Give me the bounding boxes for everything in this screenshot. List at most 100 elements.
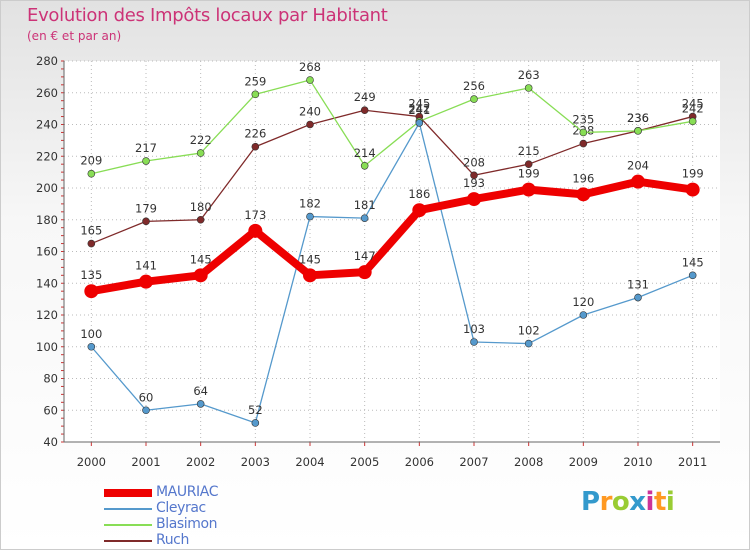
x-tick-label: 2003	[241, 455, 270, 469]
data-point-cleyrac	[196, 400, 205, 408]
x-tick-label: 2002	[186, 455, 215, 469]
data-point-ruch	[579, 139, 588, 148]
logo-letter: r	[599, 487, 613, 517]
proxiti-logo: Proxiti	[581, 487, 675, 517]
data-label-cleyrac: 52	[248, 403, 263, 417]
x-tick-label: 2004	[295, 455, 324, 469]
data-point-cleyrac	[634, 293, 642, 302]
x-tick-label: 2005	[350, 455, 379, 469]
data-label-mauriac: 199	[518, 167, 540, 181]
data-label-ruch: 215	[518, 144, 540, 158]
legend-label-cleyrac: Cleyrac	[156, 500, 206, 516]
data-point-ruch	[524, 160, 533, 168]
data-point-blasimon	[87, 169, 96, 178]
data-point-cleyrac	[688, 271, 697, 280]
data-label-ruch: 208	[463, 155, 485, 169]
series-cleyrac: 100 60 64 52 182 181 241 103 102 120 131 145	[80, 103, 704, 427]
legend-label-mauriac: MAURIAC	[156, 484, 219, 500]
logo-letter: o	[611, 487, 630, 517]
data-point-mauriac	[685, 182, 700, 197]
series-line-cleyrac	[90, 122, 694, 424]
data-point-cleyrac	[415, 119, 424, 127]
data-label-mauriac: 173	[244, 208, 266, 222]
data-point-ruch	[196, 215, 205, 224]
data-label-ruch: 226	[244, 127, 266, 141]
data-point-ruch	[306, 120, 314, 129]
data-point-blasimon	[196, 149, 205, 157]
data-point-cleyrac	[87, 342, 96, 351]
data-point-blasimon	[524, 84, 533, 92]
data-label-mauriac: 193	[463, 176, 485, 190]
y-tick-label: 60	[43, 403, 58, 417]
legend-label-ruch: Ruch	[156, 532, 189, 548]
y-tick-label: 160	[36, 245, 58, 259]
data-point-mauriac	[412, 203, 427, 218]
y-tick-label: 80	[43, 372, 58, 386]
data-point-ruch	[87, 239, 96, 248]
series-blasimon: 209 217 222 259 268 214 242 256 263 235 236 242	[80, 60, 704, 178]
y-tick-label: 220	[36, 149, 58, 163]
data-point-ruch	[470, 171, 478, 180]
data-label-blasimon: 209	[80, 154, 102, 168]
data-point-ruch	[251, 142, 260, 151]
y-tick-label: 200	[36, 181, 58, 195]
data-label-ruch: 180	[190, 200, 212, 214]
data-point-cleyrac	[524, 339, 533, 348]
chart-title: Evolution des Impôts locaux par Habitant	[27, 5, 388, 26]
data-label-cleyrac: 100	[80, 327, 102, 341]
data-point-blasimon	[306, 76, 314, 84]
data-label-mauriac: 145	[190, 252, 212, 266]
series-line-blasimon	[90, 79, 694, 175]
legend-swatch-ruch	[104, 540, 152, 542]
data-point-cleyrac	[306, 212, 314, 221]
data-label-ruch: 236	[627, 111, 649, 125]
data-label-cleyrac: 181	[354, 198, 376, 212]
data-label-mauriac: 135	[80, 268, 102, 282]
y-tick-label: 100	[36, 340, 58, 354]
data-label-mauriac: 204	[627, 159, 649, 173]
data-point-cleyrac	[360, 214, 369, 222]
data-label-ruch: 245	[408, 97, 430, 111]
y-tick-label: 240	[36, 118, 58, 132]
data-point-blasimon	[688, 117, 697, 126]
y-tick-label: 260	[36, 86, 58, 100]
data-label-cleyrac: 60	[139, 390, 154, 404]
logo-letter: i	[645, 487, 655, 517]
data-label-cleyrac: 102	[518, 324, 540, 338]
x-tick-label: 2008	[514, 455, 543, 469]
x-tick-label: 2001	[131, 455, 160, 469]
data-point-blasimon	[634, 127, 642, 135]
x-tick-label: 2011	[678, 455, 707, 469]
data-point-ruch	[360, 106, 369, 115]
data-label-ruch: 249	[354, 90, 376, 104]
data-label-mauriac: 141	[135, 259, 157, 273]
data-point-mauriac	[193, 268, 208, 283]
series-line-ruch	[90, 109, 694, 245]
series-line-mauriac	[87, 177, 697, 296]
data-label-blasimon: 256	[463, 79, 485, 93]
data-label-blasimon: 235	[572, 112, 594, 126]
logo-letter: P	[581, 487, 600, 517]
data-point-blasimon	[251, 90, 260, 99]
logo-letter: x	[629, 487, 646, 517]
data-label-ruch: 165	[80, 224, 102, 238]
data-point-mauriac	[576, 187, 591, 202]
data-point-mauriac	[631, 174, 645, 189]
data-label-mauriac: 145	[299, 252, 321, 266]
data-point-blasimon	[360, 161, 369, 170]
legend-swatch-blasimon	[104, 524, 152, 526]
legend-swatch-mauriac	[104, 489, 152, 497]
data-point-mauriac	[84, 284, 99, 299]
data-point-cleyrac	[142, 406, 150, 415]
data-point-mauriac	[357, 265, 372, 280]
data-label-blasimon: 263	[518, 68, 540, 82]
logo-letter: i	[665, 487, 675, 517]
data-label-blasimon: 236	[627, 111, 649, 125]
data-label-cleyrac: 131	[627, 278, 649, 292]
data-point-mauriac	[303, 268, 317, 283]
data-point-cleyrac	[579, 311, 588, 319]
x-tick-label: 2007	[459, 455, 488, 469]
data-point-cleyrac	[251, 419, 260, 427]
